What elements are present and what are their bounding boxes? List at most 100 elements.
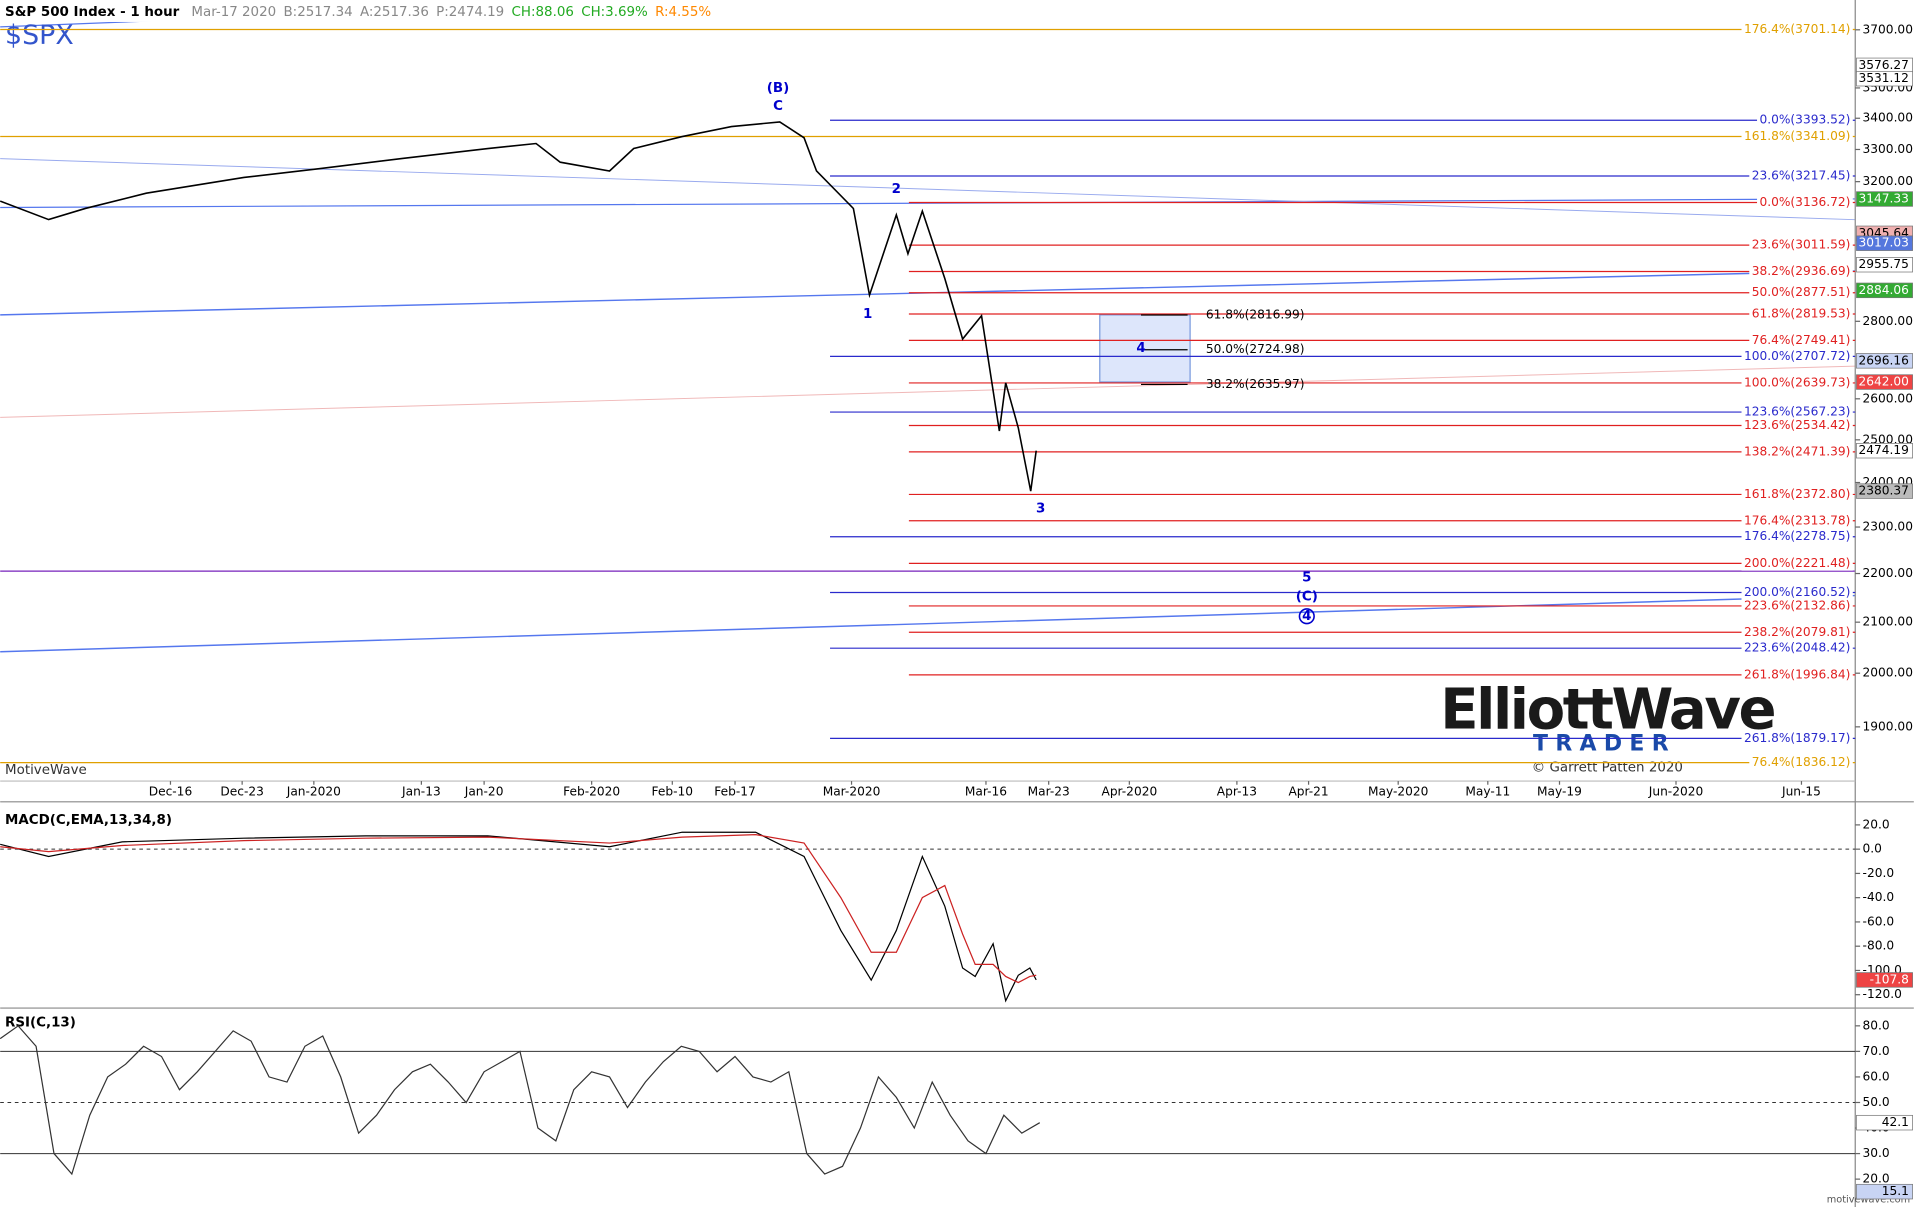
x-tick-label: May-2020 — [1368, 785, 1428, 799]
header-bg — [0, 0, 806, 22]
header-field: P:2474.19 — [436, 5, 504, 20]
fib-label-bg — [1749, 237, 1853, 253]
fib-label-bg — [1741, 513, 1853, 529]
price-tag — [1856, 1114, 1913, 1131]
y-tick-label: 3300.00 — [1863, 142, 1913, 156]
x-tick-label: Feb-17 — [714, 785, 755, 799]
x-tick-label: Apr-2020 — [1101, 785, 1157, 799]
fib-label: 261.8%(1996.84) — [1744, 667, 1850, 681]
header-field: A:2517.36 — [360, 5, 429, 20]
fib-label-bg — [1741, 667, 1853, 683]
price-tag — [1856, 353, 1913, 369]
x-tick-label: Jan-20 — [464, 785, 504, 799]
y-tick-label: 2600.00 — [1863, 391, 1913, 405]
header-field: B:2517.34 — [283, 5, 352, 20]
fib-label-bg — [1741, 349, 1853, 364]
panel-title: RSI(C,13) — [5, 1016, 76, 1031]
price-tag — [1856, 282, 1913, 299]
wave-label: (B) — [767, 81, 789, 96]
fib-label: 76.4%(1836.12) — [1752, 755, 1851, 769]
fib-label-bg — [1757, 195, 1853, 210]
fib-label-bg — [1741, 598, 1853, 614]
copyright: © Garrett Patten 2020 — [1532, 761, 1683, 776]
target-box — [1099, 314, 1191, 383]
price-tag-label: 3576.27 — [1859, 58, 1909, 72]
trendline — [0, 198, 1856, 209]
price-tag-label: 2696.16 — [1859, 353, 1909, 367]
y-tick-label: 2300.00 — [1863, 520, 1913, 534]
y-tick-label: 2000.00 — [1863, 666, 1913, 680]
price-tag — [1856, 442, 1913, 459]
fib-label-bg — [1741, 640, 1853, 656]
price-tag-label: 2474.19 — [1859, 443, 1909, 457]
series-line — [0, 831, 1037, 1003]
y-tick-label: 2100.00 — [1863, 615, 1913, 629]
x-tick-label: Apr-21 — [1288, 785, 1328, 799]
fib-label: 100.0%(2639.73) — [1744, 375, 1850, 389]
price-tag-label: 3147.33 — [1859, 192, 1909, 206]
trendline — [0, 158, 1856, 221]
fib-label-bg — [1741, 129, 1853, 144]
y-tick-label: 70.0 — [1863, 1044, 1890, 1058]
y-tick-label: 2500.00 — [1863, 432, 1913, 446]
wave-label: 2 — [892, 182, 901, 197]
symbol: $SPX — [5, 20, 74, 51]
fib-label: 138.2%(2471.39) — [1744, 444, 1850, 458]
y-tick-label: 3700.00 — [1863, 22, 1913, 36]
fib-label-bg — [1741, 529, 1853, 545]
trendline — [0, 365, 1856, 418]
price-tag — [1856, 972, 1913, 988]
fib-label: 123.6%(2567.23) — [1744, 405, 1850, 419]
price-tag — [1856, 257, 1913, 273]
price-tag-label: 2642.00 — [1859, 375, 1909, 389]
price-tag-label: 2955.75 — [1859, 257, 1909, 271]
y-tick-label: 50.0 — [1863, 1095, 1890, 1109]
fib-label: 23.6%(3011.59) — [1752, 238, 1851, 252]
y-tick-label: 2800.00 — [1863, 314, 1913, 328]
fib-label-bg — [1741, 22, 1853, 37]
fib-label: 38.2%(2936.69) — [1752, 264, 1851, 278]
fib-label-bg — [1749, 306, 1853, 322]
wave-label: 4 — [1136, 341, 1145, 356]
fib-label: 200.0%(2160.52) — [1744, 585, 1850, 599]
price-tag-label: 2380.37 — [1859, 484, 1909, 498]
site-label: motivewave.com — [1827, 1195, 1910, 1206]
y-tick-label: 3400.00 — [1863, 111, 1913, 125]
fib-label: 176.4%(3701.14) — [1744, 22, 1850, 36]
wave-label: 3 — [1036, 502, 1045, 517]
fib-label: 176.4%(2313.78) — [1744, 513, 1850, 527]
fib-label-bg — [1749, 168, 1853, 184]
y-tick-label: 1900.00 — [1863, 719, 1913, 733]
y-tick-label: 20.0 — [1863, 1172, 1890, 1186]
fib-label: 23.6%(3217.45) — [1752, 168, 1851, 182]
series-line — [0, 1025, 1041, 1176]
y-tick-label: -20.0 — [1863, 866, 1895, 880]
fib-label: 100.0%(2707.72) — [1744, 349, 1850, 363]
fib-label-bg — [1741, 731, 1853, 746]
platform-label: MotiveWave — [5, 763, 87, 778]
fib-label-bg — [1741, 418, 1853, 433]
fib-label: 238.2%(2079.81) — [1744, 625, 1850, 639]
y-tick-label: -40.0 — [1863, 890, 1895, 904]
y-tick-label: 30.0 — [1863, 1146, 1890, 1160]
fib-label-bg — [1741, 487, 1853, 502]
fib-label-bg — [1741, 585, 1853, 600]
x-tick-label: May-19 — [1537, 785, 1582, 799]
logo-subtext: TRADER — [1533, 731, 1676, 756]
y-tick-label: -120.0 — [1863, 987, 1902, 1001]
price-tag-label: 42.1 — [1882, 1115, 1909, 1129]
fib-label: 50.0%(2877.51) — [1752, 285, 1851, 299]
fib-label-bg — [1749, 755, 1853, 770]
x-tick-label: Jun-15 — [1781, 785, 1821, 799]
header-field: Mar-17 2020 — [191, 5, 276, 20]
trendline — [0, 594, 1856, 653]
y-tick-label: 60.0 — [1863, 1069, 1890, 1083]
series-line — [0, 121, 1037, 492]
fib-label: 50.0%(2724.98) — [1206, 342, 1305, 356]
price-tag — [1856, 70, 1913, 87]
y-tick-label: 0.0 — [1863, 842, 1882, 856]
fib-label-bg — [1741, 404, 1853, 420]
wave-circle — [1298, 608, 1315, 625]
